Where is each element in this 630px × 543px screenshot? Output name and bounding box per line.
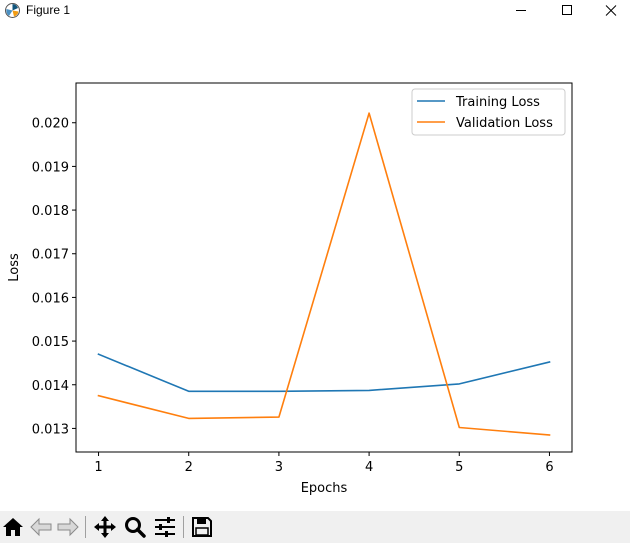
save-button[interactable] — [189, 515, 215, 539]
x-tick-label: 6 — [545, 460, 553, 475]
close-icon — [605, 5, 617, 16]
x-tick-label: 2 — [185, 460, 193, 475]
window-titlebar: Figure 1 — [0, 0, 630, 22]
home-icon — [3, 518, 23, 536]
y-tick-label: 0.015 — [32, 335, 69, 350]
legend-entry: Validation Loss — [456, 116, 553, 131]
x-axis-label: Epochs — [301, 481, 348, 496]
minimize-icon — [516, 10, 526, 11]
back-arrow-icon — [30, 517, 52, 537]
maximize-button[interactable] — [544, 0, 590, 22]
axes-frame — [75, 82, 573, 453]
y-tick-label: 0.014 — [32, 379, 69, 394]
window-title: Figure 1 — [26, 3, 71, 17]
pan-icon — [94, 516, 116, 538]
matplotlib-logo-icon — [5, 3, 20, 18]
y-tick-label: 0.017 — [32, 248, 69, 263]
home-button[interactable] — [0, 515, 26, 539]
y-tick-label: 0.013 — [32, 422, 69, 437]
series-line-2 — [97, 112, 551, 436]
x-tick-label: 4 — [365, 460, 373, 475]
forward-button[interactable] — [55, 515, 81, 539]
pan-button[interactable] — [92, 515, 118, 539]
zoom-button[interactable] — [122, 515, 148, 539]
y-tick-label: 0.018 — [32, 204, 69, 219]
configure-subplots-button[interactable] — [152, 515, 178, 539]
maximize-icon — [562, 5, 572, 15]
y-tick-label: 0.020 — [32, 117, 69, 132]
loss-chart: 1 2 3 4 5 6 0.013 0.014 0.015 0.016 0.017 0.018 0.01… — [7, 82, 573, 496]
legend-entry: Training Loss — [455, 95, 540, 110]
y-tick-label: 0.019 — [32, 160, 69, 175]
y-tick-label: 0.016 — [32, 291, 69, 306]
y-axis-label: Loss — [7, 253, 22, 282]
legend-box — [411, 88, 566, 136]
toolbar-separator — [183, 516, 184, 538]
save-icon — [192, 517, 212, 537]
zoom-icon — [125, 517, 146, 538]
back-button[interactable] — [28, 515, 54, 539]
close-button[interactable] — [590, 0, 630, 22]
minimize-button[interactable] — [498, 0, 544, 22]
x-tick-label: 1 — [94, 460, 102, 475]
series-line-1 — [97, 353, 551, 393]
toolbar-separator — [85, 516, 86, 538]
navigation-toolbar — [0, 511, 630, 543]
forward-arrow-icon — [57, 517, 79, 537]
configure-subplots-icon — [155, 517, 175, 537]
x-tick-label: 3 — [275, 460, 283, 475]
x-tick-label: 5 — [455, 460, 463, 475]
